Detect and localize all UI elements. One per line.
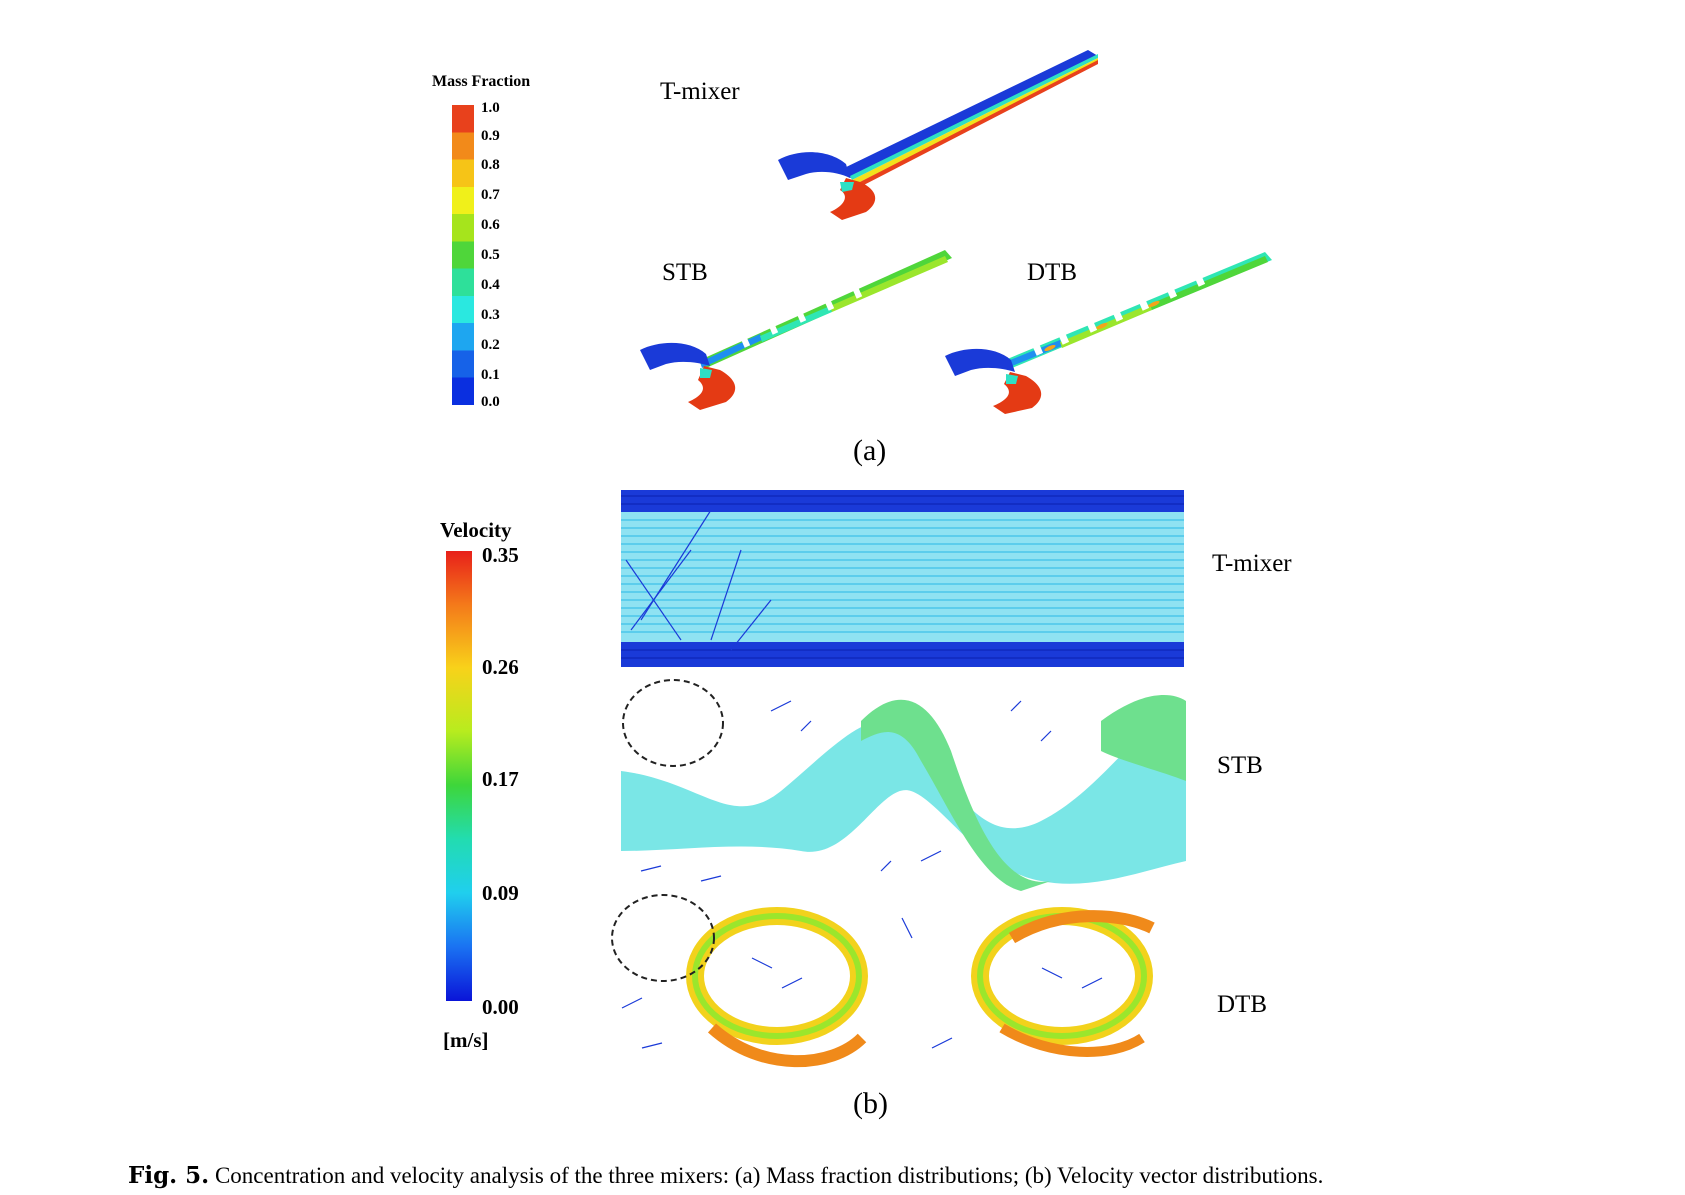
mass-fraction-colorbar-title: Mass Fraction: [432, 73, 531, 90]
mass-fraction-colorbar: [452, 105, 474, 405]
mass-fraction-tick: 0.1: [481, 367, 500, 383]
mass-fraction-tick: 0.6: [481, 217, 500, 233]
velocity-tick: 0.17: [482, 767, 519, 791]
stb-vector-field: [621, 679, 1186, 891]
t-mixer-label-a: T-mixer: [660, 78, 740, 105]
velocity-tick: 0.09: [482, 881, 519, 905]
figure-caption: Fig. 5. Concentration and velocity analy…: [128, 1162, 1323, 1189]
mass-fraction-tick: 0.3: [481, 307, 500, 323]
mass-fraction-tick: 0.7: [481, 187, 500, 203]
velocity-unit: [m/s]: [443, 1028, 489, 1052]
mass-fraction-tick: 0.0: [481, 394, 500, 410]
mass-fraction-tick: 0.5: [481, 247, 500, 263]
vortex-circle: [611, 894, 715, 982]
stb-label-a: STB: [662, 259, 708, 286]
mass-fraction-tick: 0.9: [481, 128, 500, 144]
velocity-tick: 0.35: [482, 543, 519, 567]
dtb-vector-field: [611, 894, 1155, 1068]
t-mixer-label-b: T-mixer: [1212, 550, 1292, 577]
mass-fraction-tick: 0.4: [481, 277, 500, 293]
velocity-tick: 0.26: [482, 655, 519, 679]
vortex-circle: [622, 679, 724, 767]
figure-number: Fig. 5.: [128, 1162, 210, 1189]
t-mixer-vector-field: [621, 490, 1184, 667]
stb-label-b: STB: [1217, 752, 1263, 779]
velocity-tick: 0.00: [482, 995, 519, 1019]
velocity-colorbar-title: Velocity: [440, 518, 512, 542]
caption-text: Concentration and velocity analysis of t…: [214, 1163, 1324, 1188]
velocity-colorbar: [446, 551, 472, 1001]
panel-b-label: (b): [853, 1087, 888, 1120]
dtb-label-a: DTB: [1027, 259, 1077, 286]
mass-fraction-tick: 1.0: [481, 100, 500, 116]
panel-a-label: (a): [853, 434, 887, 467]
mass-fraction-tick: 0.2: [481, 337, 500, 353]
mass-fraction-tick: 0.8: [481, 157, 500, 173]
dtb-label-b: DTB: [1217, 991, 1267, 1018]
